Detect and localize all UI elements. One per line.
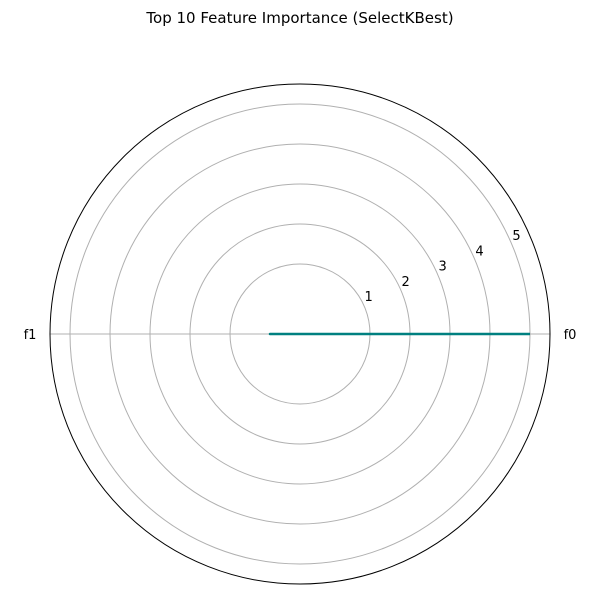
polar-frame (49, 83, 551, 585)
category-label-f0: f0 (564, 328, 577, 343)
chart-title: Top 10 Feature Importance (SelectKBest) (146, 9, 454, 27)
category-label-f1: f1 (24, 328, 37, 343)
radial-tick-label-2: 2 (401, 275, 409, 290)
category-labels: f0 f1 (24, 328, 577, 343)
radial-tick-label-3: 3 (438, 260, 446, 275)
radial-tick-label-5: 5 (512, 229, 520, 244)
radial-tick-label-1: 1 (365, 290, 373, 305)
radial-tick-labels: 1 2 3 4 5 (365, 229, 521, 305)
radial-tick-label-4: 4 (475, 244, 483, 259)
